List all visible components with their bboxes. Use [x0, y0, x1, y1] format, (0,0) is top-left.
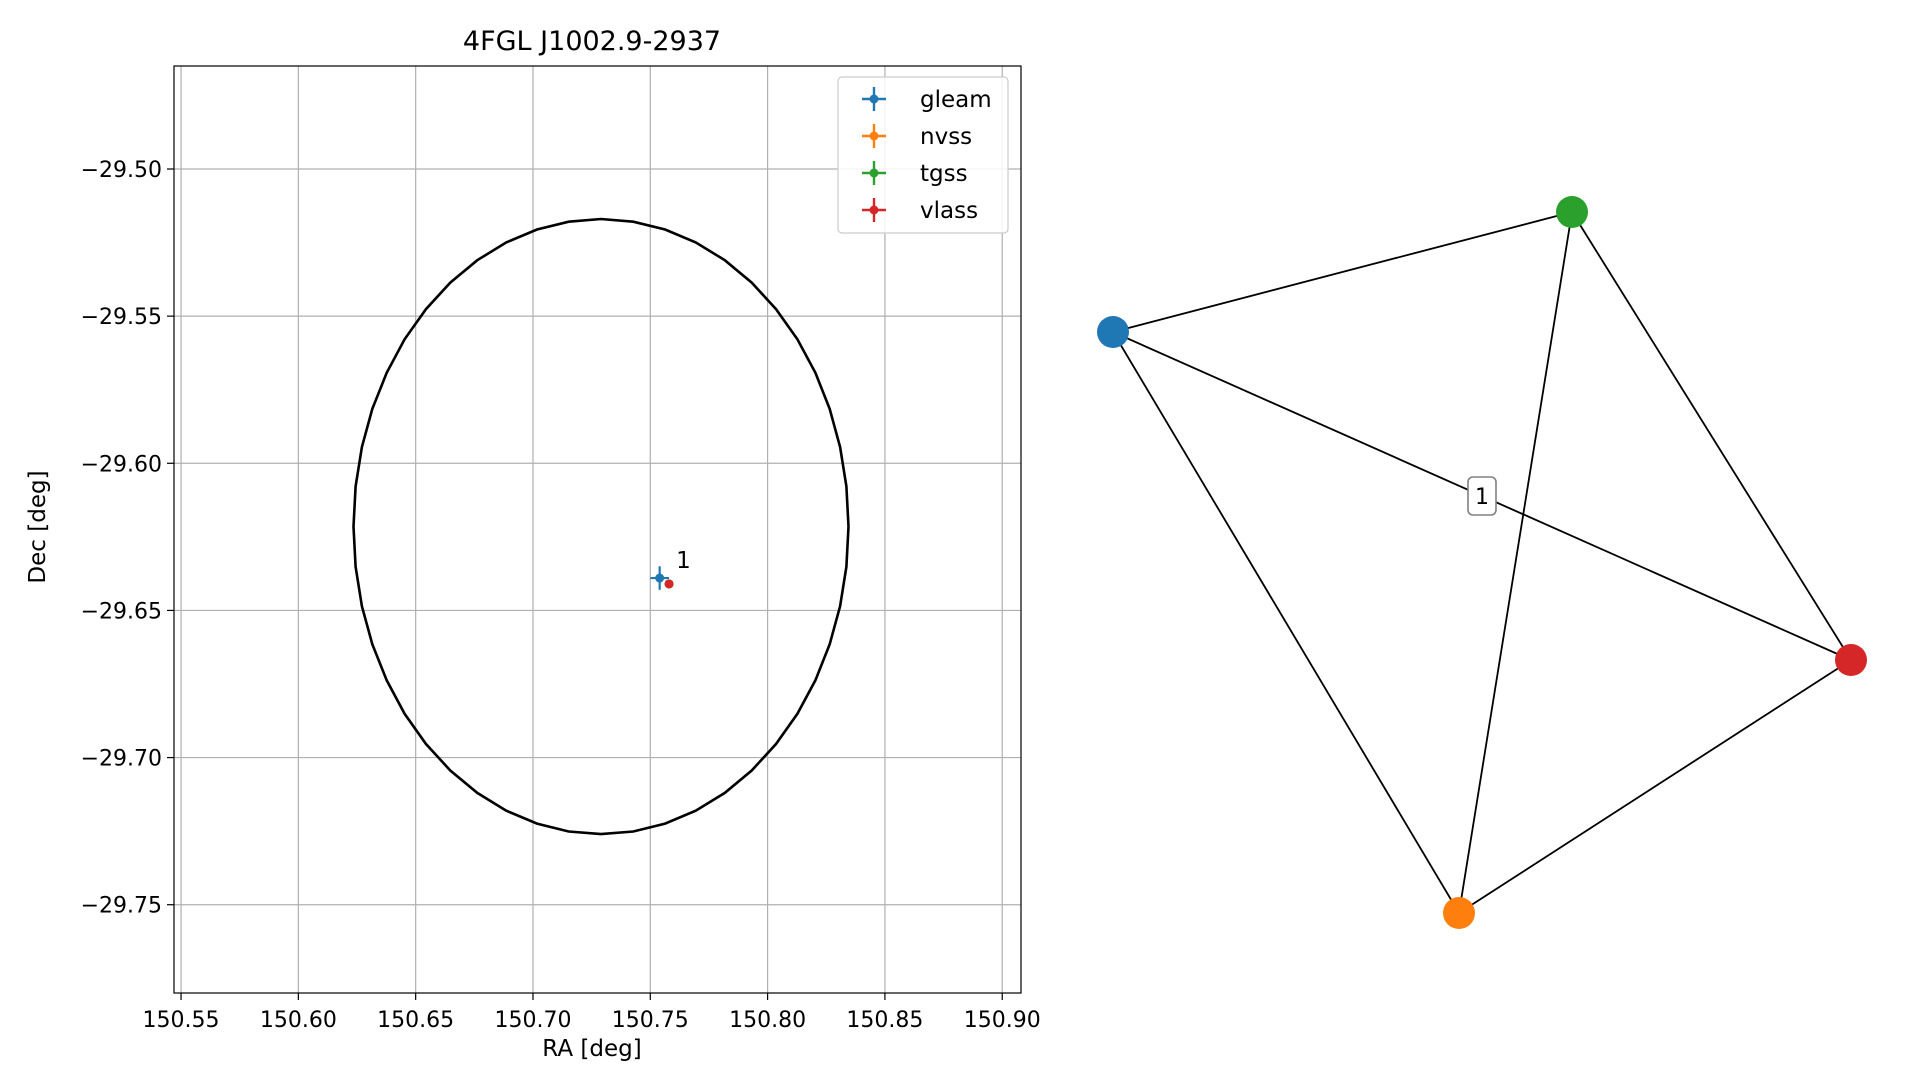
x-tick-label: 150.75	[612, 1008, 689, 1033]
edge-nvss-vlass	[1458, 659, 1852, 914]
legend: gleam nvss tgss vlass	[837, 76, 1009, 234]
edge-gleam-tgss	[1112, 211, 1573, 333]
x-tick-label: 150.70	[494, 1008, 571, 1033]
node-gleam	[1097, 316, 1129, 348]
y-tick-label: −29.55	[81, 305, 162, 330]
y-axis-ticks: −29.50 −29.55 −29.60 −29.65 −29.70 −29.75	[81, 158, 174, 919]
point-gleam	[650, 566, 670, 590]
uncertainty-ellipse	[352, 217, 850, 836]
x-axis-ticks: 150.55 150.60 150.65 150.70 150.75 150.80 150.…	[143, 993, 1041, 1033]
x-tick-label: 150.65	[377, 1008, 454, 1033]
x-tick-label: 150.60	[260, 1008, 337, 1033]
y-tick-label: −29.70	[81, 747, 162, 772]
legend-label: gleam	[920, 87, 992, 113]
x-tick-label: 150.55	[143, 1008, 220, 1033]
legend-marker-dot	[869, 205, 879, 215]
edge-label: 1	[1467, 476, 1497, 516]
y-tick-label: −29.60	[81, 452, 162, 477]
edge-tgss-vlass	[1571, 211, 1852, 661]
network-panel: 1	[1097, 196, 1867, 929]
marker	[655, 573, 665, 583]
legend-label: nvss	[920, 124, 972, 150]
legend-marker-dot	[869, 168, 879, 178]
legend-entry-nvss: nvss	[862, 124, 972, 150]
legend-label: tgss	[920, 161, 968, 187]
node-nvss	[1443, 897, 1475, 929]
x-tick-label: 150.85	[846, 1008, 923, 1033]
legend-entry-gleam: gleam	[862, 87, 992, 113]
edge-gleam-nvss	[1112, 331, 1460, 914]
legend-label: vlass	[920, 198, 978, 224]
edge-tgss-nvss	[1458, 211, 1573, 914]
x-tick-label: 150.90	[964, 1008, 1041, 1033]
node-tgss	[1556, 196, 1588, 228]
legend-box	[837, 76, 1009, 234]
uncertainty-ellipse-layer	[352, 217, 850, 836]
x-axis-label: RA [deg]	[542, 1036, 641, 1062]
axes-frame	[173, 65, 1022, 994]
edge-label-text: 1	[1475, 485, 1489, 510]
legend-marker-dot	[869, 94, 879, 104]
y-tick-label: −29.50	[81, 158, 162, 183]
scatter-panel: 150.55 150.60 150.65 150.70 150.75 150.80 150.…	[25, 26, 1041, 1062]
point-vlass	[664, 579, 674, 589]
source-points	[650, 566, 674, 590]
legend-entry-tgss: tgss	[862, 161, 968, 187]
chart-title: 4FGL J1002.9-2937	[463, 26, 721, 57]
y-axis-label: Dec [deg]	[25, 470, 51, 583]
node-vlass	[1835, 644, 1867, 676]
x-tick-label: 150.80	[729, 1008, 806, 1033]
y-tick-label: −29.65	[81, 599, 162, 624]
y-tick-label: −29.75	[81, 894, 162, 919]
legend-entry-vlass: vlass	[862, 198, 978, 224]
edge-label-box	[1467, 476, 1497, 516]
marker	[664, 579, 674, 589]
legend-marker-dot	[869, 131, 879, 141]
point-annotation: 1	[676, 548, 691, 574]
graph-nodes	[1097, 196, 1867, 929]
